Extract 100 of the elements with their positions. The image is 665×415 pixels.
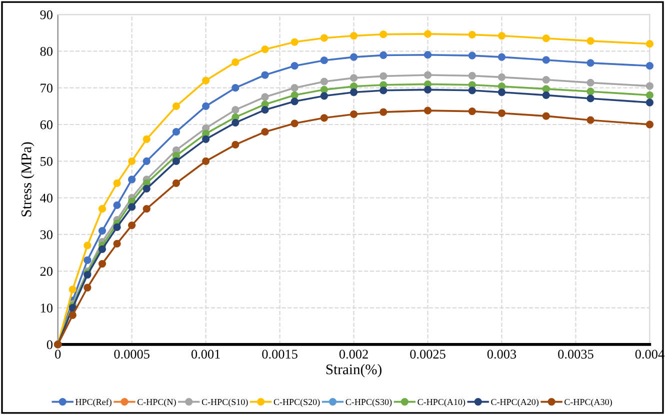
point bbox=[290, 91, 298, 99]
x-tick-label: 0 bbox=[55, 350, 61, 359]
point bbox=[498, 32, 506, 40]
point bbox=[424, 71, 432, 79]
x-axis-title: Strain(%) bbox=[326, 364, 382, 378]
point bbox=[128, 157, 136, 165]
point bbox=[646, 82, 654, 90]
y-tick-label: 90 bbox=[40, 10, 52, 20]
point bbox=[350, 32, 358, 40]
point bbox=[468, 107, 476, 116]
point bbox=[84, 256, 92, 264]
y-tick-label: 60 bbox=[40, 120, 52, 130]
point bbox=[498, 88, 506, 96]
point bbox=[380, 30, 388, 38]
point bbox=[98, 260, 106, 268]
point bbox=[232, 106, 240, 114]
x-tick-label: 0.0025 bbox=[410, 350, 446, 359]
point bbox=[113, 240, 121, 248]
y-axis-title: Stress (MPa) bbox=[21, 142, 34, 216]
legend-label: C-HPC(S10) bbox=[202, 398, 248, 407]
point bbox=[424, 86, 432, 94]
point bbox=[380, 86, 388, 94]
point bbox=[261, 93, 269, 101]
legend-label: C-HPC(S20) bbox=[274, 398, 320, 407]
x-tick-label: 0.0015 bbox=[262, 350, 298, 359]
point bbox=[498, 73, 506, 82]
point bbox=[232, 84, 240, 92]
y-tick-label: 70 bbox=[40, 84, 52, 93]
y-tick-label: 30 bbox=[40, 230, 52, 240]
point bbox=[261, 128, 269, 136]
point bbox=[586, 59, 594, 67]
point bbox=[261, 71, 269, 79]
legend-label: C-HPC(N) bbox=[138, 398, 176, 407]
x-tick-label: 0.0035 bbox=[558, 350, 594, 359]
point bbox=[542, 85, 550, 93]
point bbox=[128, 203, 136, 211]
point bbox=[424, 30, 432, 38]
point bbox=[290, 120, 298, 128]
point bbox=[542, 56, 550, 64]
point bbox=[320, 114, 328, 122]
y-tick-label: 10 bbox=[40, 304, 52, 312]
point bbox=[350, 53, 358, 61]
point bbox=[98, 204, 106, 213]
point bbox=[380, 51, 388, 60]
point bbox=[542, 112, 550, 120]
point bbox=[468, 30, 476, 39]
point bbox=[380, 108, 388, 116]
point bbox=[172, 179, 180, 187]
legend-label: C-HPC(S30) bbox=[346, 398, 392, 407]
point bbox=[142, 157, 150, 165]
point bbox=[468, 86, 476, 94]
point bbox=[68, 286, 76, 294]
point bbox=[290, 38, 298, 46]
legend-label: C-HPC(A10) bbox=[418, 398, 466, 407]
point bbox=[232, 58, 240, 66]
point bbox=[202, 102, 210, 110]
point bbox=[542, 34, 550, 42]
point bbox=[142, 184, 150, 192]
legend-label: C-HPC(A20) bbox=[491, 398, 538, 407]
point bbox=[172, 102, 180, 110]
point bbox=[98, 245, 106, 253]
point bbox=[98, 226, 106, 235]
point bbox=[646, 40, 654, 48]
point bbox=[542, 91, 550, 99]
point bbox=[586, 116, 594, 124]
point bbox=[142, 135, 150, 143]
x-tick-label: 0.0005 bbox=[114, 350, 150, 359]
point bbox=[350, 110, 358, 118]
x-tick-label: 0.001 bbox=[191, 350, 220, 359]
point bbox=[113, 223, 121, 231]
point bbox=[142, 204, 150, 213]
point bbox=[84, 242, 92, 250]
point bbox=[320, 56, 328, 64]
y-tick-label: 40 bbox=[40, 194, 52, 203]
point bbox=[320, 86, 328, 94]
point bbox=[320, 92, 328, 100]
point bbox=[424, 51, 432, 59]
y-tick-label: 80 bbox=[40, 46, 52, 56]
point bbox=[498, 53, 506, 61]
point bbox=[202, 135, 210, 143]
point bbox=[586, 37, 594, 45]
legend-label: HPC(Ref) bbox=[76, 398, 112, 407]
point bbox=[586, 94, 594, 102]
point bbox=[128, 176, 136, 184]
point bbox=[202, 76, 210, 84]
point bbox=[290, 84, 298, 92]
point bbox=[202, 157, 210, 165]
point bbox=[172, 128, 180, 136]
x-tick-label: 0.002 bbox=[339, 350, 368, 359]
point bbox=[646, 62, 654, 70]
point bbox=[68, 311, 76, 319]
point bbox=[646, 120, 654, 128]
point bbox=[468, 72, 476, 80]
point bbox=[261, 106, 269, 114]
point bbox=[468, 52, 476, 60]
y-tick-label: 50 bbox=[40, 156, 52, 166]
point bbox=[646, 98, 654, 106]
y-tick-label: 20 bbox=[40, 266, 52, 276]
point bbox=[232, 140, 240, 148]
point bbox=[320, 78, 328, 86]
